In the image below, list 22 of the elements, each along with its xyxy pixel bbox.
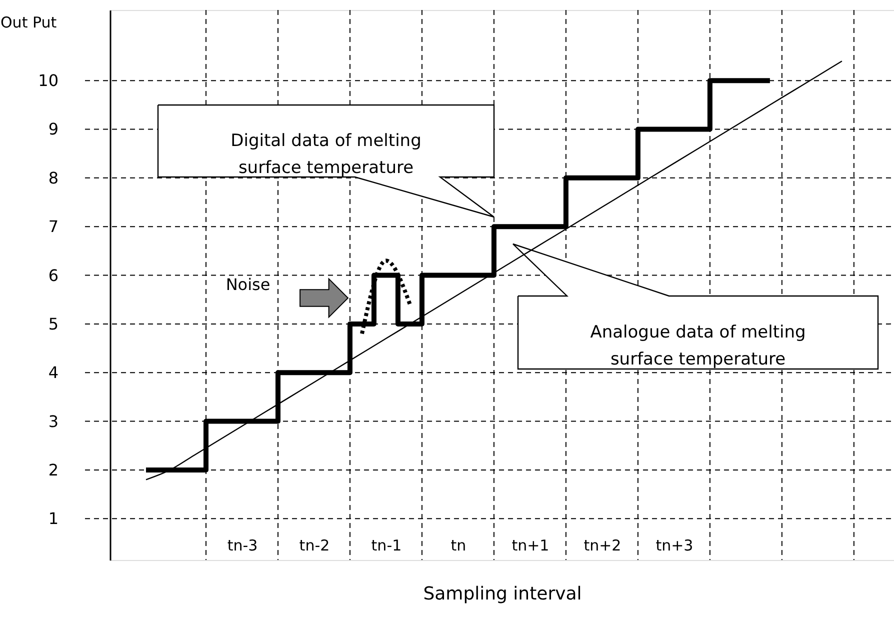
x-tick-label: tn-3: [227, 536, 258, 554]
y-axis-title: Out Put: [0, 14, 57, 32]
y-tick-label: 1: [48, 509, 58, 528]
y-tick-label: 10: [38, 71, 58, 90]
y-tick-label: 8: [48, 168, 58, 188]
y-tick-label: 4: [48, 363, 58, 382]
x-tick-label: tn+3: [656, 536, 694, 554]
y-tick-label: 3: [48, 412, 58, 431]
x-tick-label: tn-1: [371, 536, 402, 554]
x-tick-label: tn+2: [584, 536, 622, 554]
y-tick-label: 9: [48, 120, 58, 139]
x-tick-label: tn: [450, 536, 466, 554]
x-tick-label: tn-2: [299, 536, 330, 554]
x-axis-title: Sampling interval: [423, 584, 582, 604]
annotation: Analogue data of melting surface temperature: [590, 322, 806, 370]
y-tick-label: 6: [48, 266, 58, 285]
annotation: Digital data of melting surface temperature: [230, 131, 422, 178]
y-tick-label: 2: [48, 460, 58, 480]
x-tick-label: tn+1: [512, 536, 550, 554]
y-tick-label: 7: [48, 217, 58, 236]
annotation: Noise: [226, 275, 270, 294]
y-tick-label: 5: [48, 314, 58, 334]
